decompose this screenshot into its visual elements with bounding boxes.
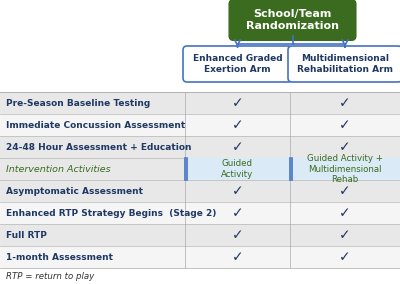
Text: ✓: ✓ [232,96,243,110]
Text: ✓: ✓ [339,206,351,220]
Text: Enhanced Graded
Exertion Arm: Enhanced Graded Exertion Arm [193,54,282,74]
Text: Guided Activity +
Multidimensional
Rehab: Guided Activity + Multidimensional Rehab [307,154,383,184]
FancyBboxPatch shape [183,46,292,82]
Text: ✓: ✓ [232,228,243,242]
Text: 24-48 Hour Assessment + Education: 24-48 Hour Assessment + Education [6,143,192,151]
Bar [0,246,400,268]
Bar [0,158,400,180]
Text: ✓: ✓ [339,96,351,110]
Text: School/Team
Randomization: School/Team Randomization [246,9,339,31]
FancyBboxPatch shape [230,0,356,40]
Text: Enhanced RTP Strategy Begins  (Stage 2): Enhanced RTP Strategy Begins (Stage 2) [6,208,216,218]
Bar [0,180,400,202]
Text: RTP = return to play: RTP = return to play [6,272,94,281]
Text: Multidimensional
Rehabilitation Arm: Multidimensional Rehabilitation Arm [297,54,393,74]
Text: Full RTP: Full RTP [6,231,47,239]
Text: Asymptomatic Assessment: Asymptomatic Assessment [6,187,143,195]
Text: Pre-Season Baseline Testing: Pre-Season Baseline Testing [6,99,150,108]
Bar [0,114,400,136]
Text: ✓: ✓ [339,184,351,198]
Text: ✓: ✓ [232,140,243,154]
Text: ✓: ✓ [339,250,351,264]
Bar [185,158,400,180]
Bar [0,202,400,224]
Text: 1-month Assessment: 1-month Assessment [6,252,113,262]
Text: Immediate Concussion Assessment: Immediate Concussion Assessment [6,120,185,130]
Text: ✓: ✓ [232,184,243,198]
Bar [0,92,400,114]
Text: ✓: ✓ [339,140,351,154]
Bar [0,224,400,246]
Text: ✓: ✓ [232,250,243,264]
Text: Guided
Activity: Guided Activity [221,159,254,179]
Text: ✓: ✓ [232,206,243,220]
FancyBboxPatch shape [288,46,400,82]
Text: ✓: ✓ [339,228,351,242]
Text: Intervention Activities: Intervention Activities [6,164,111,174]
Text: ✓: ✓ [232,118,243,132]
Text: ✓: ✓ [339,118,351,132]
Bar [0,136,400,158]
